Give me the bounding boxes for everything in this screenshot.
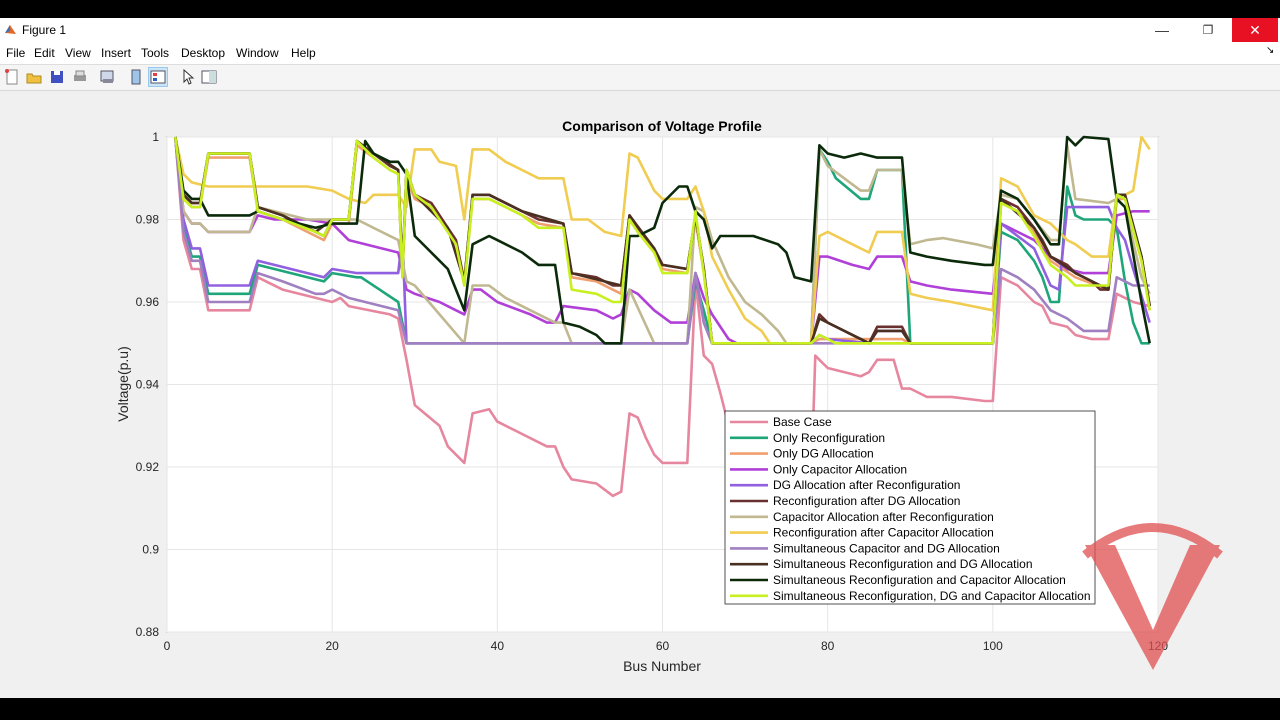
x-tick-label: 20 <box>325 639 339 653</box>
series-line-1 <box>174 136 1151 498</box>
series-line-12 <box>174 136 1151 345</box>
series-line-9 <box>174 136 1150 345</box>
x-axis-label: Bus Number <box>623 658 701 674</box>
chart-title: Comparison of Voltage Profile <box>562 118 762 134</box>
matlab-logo-icon <box>5 25 16 34</box>
legend-entry: Simultaneous Reconfiguration and DG Allo… <box>773 557 1033 571</box>
legend-entry: Only DG Allocation <box>773 447 874 461</box>
new-figure-icon[interactable] <box>3 68 21 86</box>
x-tick-label: 100 <box>983 639 1003 653</box>
show-plot-tools-icon[interactable] <box>148 67 168 87</box>
y-axis-label: Voltage(p.u) <box>115 346 131 422</box>
menu-tools[interactable]: Tools <box>141 46 170 60</box>
legend-entry: Only Reconfiguration <box>773 431 885 445</box>
open-property-inspector-icon[interactable] <box>200 68 218 86</box>
y-tick-label: 1 <box>152 130 159 144</box>
y-tick-label: 0.9 <box>142 543 159 557</box>
hide-plot-tools-icon[interactable] <box>127 68 145 86</box>
legend-entry: Reconfiguration after DG Allocation <box>773 494 960 508</box>
y-tick-label: 0.92 <box>136 460 160 474</box>
y-tick-label: 0.96 <box>136 295 160 309</box>
print-icon[interactable] <box>71 68 89 86</box>
menu-window[interactable]: Window <box>236 46 279 60</box>
open-file-icon[interactable] <box>25 68 43 86</box>
legend-entry: Simultaneous Reconfiguration, DG and Cap… <box>773 589 1091 603</box>
link-plot-icon[interactable] <box>98 68 116 86</box>
x-tick-label: 0 <box>164 639 171 653</box>
restore-button[interactable]: ❐ <box>1202 23 1214 37</box>
menu-bar: File Edit View Insert Tools Desktop Wind… <box>0 42 1280 65</box>
legend-entry: Only Capacitor Allocation <box>773 462 907 476</box>
y-tick-label: 0.94 <box>136 378 160 392</box>
menu-edit[interactable]: Edit <box>34 46 55 60</box>
legend-entry: Reconfiguration after Capacitor Allocati… <box>773 526 994 540</box>
series-line-11 <box>174 135 1151 345</box>
series-lines <box>174 135 1151 498</box>
legend-box <box>724 410 1096 605</box>
close-button[interactable]: ✕ <box>1232 18 1278 42</box>
watermark-logo <box>1082 523 1223 670</box>
legend[interactable]: Base Case Only Reconfiguration Only DG All… <box>724 410 1096 605</box>
legend-entry: Simultaneous Capacitor and DG Allocation <box>773 541 1000 555</box>
x-tick-label: 80 <box>821 639 835 653</box>
menu-file[interactable]: File <box>6 46 26 60</box>
save-icon[interactable] <box>48 68 66 86</box>
window-title-bar: Figure 1 — ❐ ✕ <box>0 18 1280 42</box>
menu-insert[interactable]: Insert <box>101 46 132 60</box>
toolbar <box>0 65 1280 91</box>
x-tick-label: 60 <box>656 639 670 653</box>
legend-entry: DG Allocation after Reconfiguration <box>773 478 960 492</box>
legend-entry: Capacitor Allocation after Reconfigurati… <box>773 510 994 524</box>
minimize-button[interactable]: — <box>1155 22 1169 38</box>
x-tick-label: 40 <box>491 639 505 653</box>
edit-plot-arrow-icon[interactable] <box>178 68 196 86</box>
y-tick-label: 0.88 <box>136 625 160 639</box>
y-tick-label: 0.98 <box>136 213 160 227</box>
legend-entry: Base Case <box>773 415 832 429</box>
legend-entry: Simultaneous Reconfiguration and Capacit… <box>773 573 1066 587</box>
menu-help[interactable]: Help <box>291 46 316 60</box>
series-line-8 <box>174 135 1151 345</box>
top-black-bar <box>0 0 1280 18</box>
bottom-black-bar <box>0 698 1280 720</box>
menu-desktop[interactable]: Desktop <box>181 46 226 60</box>
menu-view[interactable]: View <box>65 46 91 60</box>
window-title: Figure 1 <box>22 23 67 37</box>
dock-arrow-icon[interactable]: ↘ <box>1266 45 1275 56</box>
